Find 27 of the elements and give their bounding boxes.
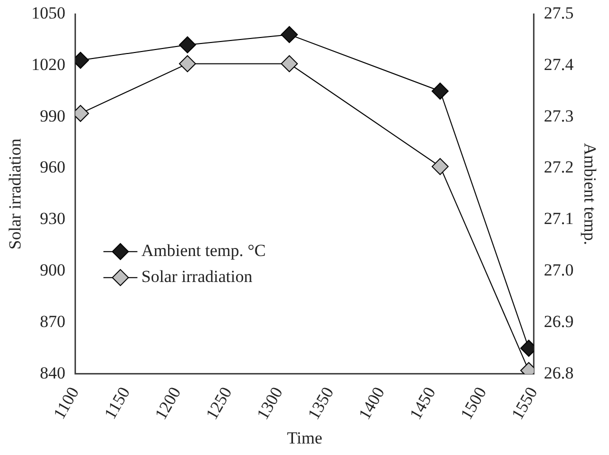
point [432,158,449,176]
y-tick-label: 900 [40,260,66,280]
y-tick-label: 930 [40,209,66,228]
y2-tick-label: 27.2 [544,158,574,177]
y2-tick-label: 27.1 [544,209,574,228]
y-tick-label: 1050 [31,3,66,22]
y-tick-label: 990 [40,106,66,126]
x-axis-title: Time [286,428,322,448]
y2-tick-label: 27.0 [544,260,574,280]
y2-tick-label: 27.4 [544,54,574,74]
y-tick-label: 1020 [31,54,66,74]
y2-axis-title: Ambient temp. [580,142,600,245]
y-tick-label: 960 [40,158,66,177]
point [432,82,449,100]
point [280,26,298,44]
point [178,36,196,54]
y-tick-label: 870 [40,312,66,331]
point [178,55,196,72]
legend-label: Solar irradiation [141,267,253,286]
y2-tick-label: 27.5 [544,3,574,22]
y2-tick-label: 26.9 [544,312,574,331]
y-axis-title: Solar irradiation [6,138,25,250]
y-tick-label: 840 [40,363,66,382]
y2-tick-label: 27.3 [544,106,574,126]
y2-tick-label: 26.8 [544,363,574,382]
legend-label: Ambient temp. °C [141,241,266,260]
point [280,55,298,72]
